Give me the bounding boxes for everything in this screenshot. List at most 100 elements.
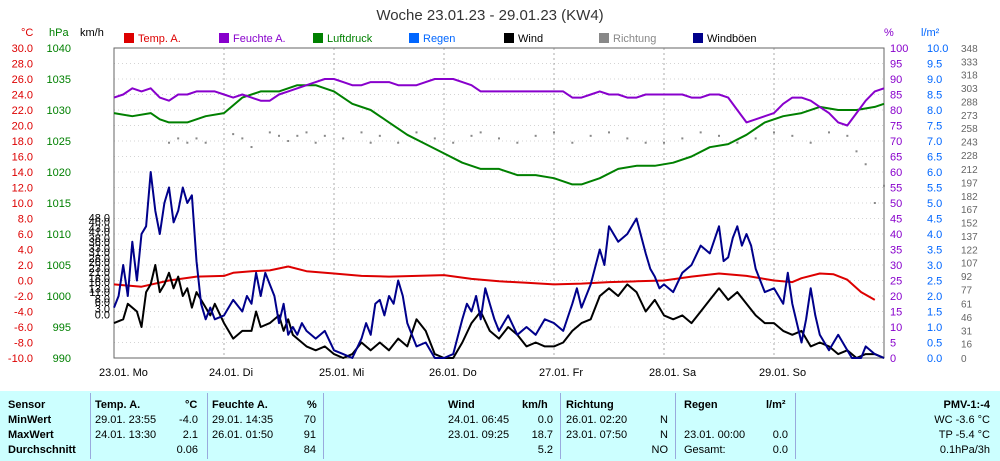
wind-tick-label: 23.0	[89, 263, 110, 275]
wind-tick-label: 41.0	[89, 227, 110, 239]
temp-tick-label: 20.0	[12, 121, 33, 133]
legend-dir: Richtung	[613, 33, 656, 45]
direction-dot	[553, 131, 555, 134]
rain-tick-label: 4.0	[927, 229, 942, 241]
wind-tick-label: 28.0	[89, 253, 110, 265]
rain-tick-label: 5.5	[927, 183, 942, 195]
x-tick-label: 25.01. Mi	[319, 367, 364, 379]
humidity-tick-label: 50	[890, 198, 902, 210]
direction-dot	[644, 141, 647, 144]
rain-tick-label: 8.0	[927, 105, 942, 117]
wind-tick-label: 31.0	[89, 247, 110, 259]
legend-press: Luftdruck	[327, 33, 373, 45]
row-min-label: MinWert	[8, 414, 52, 426]
humidity-tick-label: 25	[890, 276, 902, 288]
humidity-tick-label: 40	[890, 229, 902, 241]
humidity-tick-label: 60	[890, 167, 902, 179]
rain-total-label: Gesamt:	[684, 444, 726, 456]
rain-tick-label: 7.0	[927, 136, 942, 148]
hum-min-value: 70	[303, 414, 316, 426]
wind-tick-label: 48.0	[89, 213, 110, 225]
pmv-windchill: WC -3.6 °C	[934, 414, 990, 426]
direction-tick-label: 303	[961, 84, 978, 95]
legend-swatch-gust	[693, 33, 703, 43]
humidity-tick-label: 85	[890, 90, 902, 102]
temp-tick-label: 30.0	[12, 43, 33, 55]
humidity-tick-label: 55	[890, 183, 902, 195]
x-tick-label: 26.01. Do	[429, 367, 477, 379]
direction-dot	[287, 140, 290, 142]
x-tick-label: 27.01. Fr	[539, 367, 583, 379]
wind-max-time: 23.01. 09:25	[448, 429, 510, 441]
chart-title: Woche 23.01.23 - 29.01.23 (KW4)	[376, 7, 603, 24]
wind-tick-label: 3.0	[95, 303, 110, 315]
rain-max-value: 0.0	[772, 429, 788, 441]
temp-tick-label: 16.0	[12, 152, 33, 164]
unit-hum: %	[884, 27, 894, 39]
humidity-tick-label: 15	[890, 307, 902, 319]
direction-tick-label: 258	[961, 124, 978, 135]
pmv-dewpoint: TP -5.4 °C	[938, 429, 990, 441]
hum-unit: %	[307, 399, 317, 411]
direction-tick-label: 92	[961, 272, 973, 283]
table-divider	[207, 393, 208, 459]
pmv-header: PMV-1:-4	[943, 399, 990, 411]
direction-dot	[883, 184, 885, 187]
pressure-tick-label: 1035	[47, 74, 71, 86]
temp-tick-label: 4.0	[18, 245, 33, 257]
wind-min-time: 24.01. 06:45	[448, 414, 510, 426]
humidity-tick-label: 70	[890, 136, 902, 148]
wind-tick-label: 36.0	[89, 237, 110, 249]
direction-tick-label: 333	[961, 57, 978, 68]
wind-tick-label: 21.0	[89, 267, 110, 279]
hum-min-time: 29.01. 14:35	[212, 414, 274, 426]
direction-tick-label: 228	[961, 151, 978, 162]
hum-avg-value: 84	[303, 444, 316, 456]
wind-max-value: 18.7	[531, 429, 553, 441]
pressure-line	[113, 84, 885, 186]
wind-tick-label: 8.0	[95, 293, 110, 305]
direction-dot	[177, 137, 180, 140]
temp-avg-value: 0.06	[176, 444, 198, 456]
pmv-pressure-trend: 0.1hPa/3h	[939, 444, 990, 456]
direction-dot	[479, 131, 482, 134]
direction-dot	[232, 133, 235, 136]
direction-tick-label: 77	[961, 285, 973, 296]
humidity-tick-label: 0	[890, 353, 896, 365]
dir-header: Richtung	[566, 399, 614, 411]
x-tick-label: 23.01. Mo	[99, 367, 148, 379]
temp-tick-label: 26.0	[12, 74, 33, 86]
direction-tick-label: 197	[961, 179, 978, 190]
humidity-tick-label: 65	[890, 152, 902, 164]
direction-dot	[470, 134, 473, 137]
dir-avg-value: NO	[651, 444, 669, 456]
pressure-tick-label: 1040	[47, 43, 71, 55]
direction-tick-label: 16	[961, 340, 973, 351]
row-avg-label: Durchschnitt	[8, 444, 76, 456]
temp-tick-label: 12.0	[12, 183, 33, 195]
direction-dot	[681, 137, 684, 140]
wind-tick-label: 0.0	[95, 310, 110, 322]
direction-dot	[699, 131, 702, 134]
direction-dot	[323, 134, 326, 137]
rain-tick-label: 9.0	[927, 74, 942, 86]
legend-swatch-dir	[599, 33, 609, 43]
direction-dot	[314, 141, 317, 144]
direction-dot	[791, 134, 794, 137]
pressure-tick-label: 995	[53, 322, 71, 334]
legend-wind: Wind	[518, 33, 543, 45]
humidity-tick-label: 90	[890, 74, 902, 86]
temp-min-value: -4.0	[179, 414, 198, 426]
legend-gust: Windböen	[707, 33, 757, 45]
unit-press: hPa	[49, 27, 69, 39]
legend-swatch-rain	[409, 33, 419, 43]
direction-dot	[773, 131, 775, 134]
temperature-line	[113, 265, 876, 301]
direction-dot	[369, 141, 372, 144]
direction-dot	[278, 134, 280, 137]
temp-tick-label: -6.0	[14, 322, 33, 334]
wind-tick-label: 11.0	[89, 287, 110, 299]
legend-swatch-press	[313, 33, 323, 43]
direction-dot	[608, 131, 610, 134]
direction-dot	[873, 202, 876, 204]
